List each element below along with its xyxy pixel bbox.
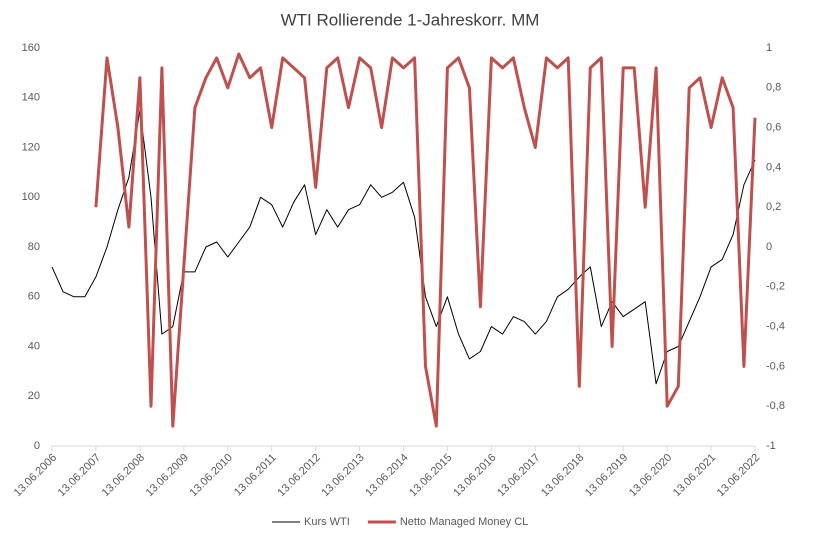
y2-tick-label: -0,6 [766, 360, 785, 372]
y-tick-label: 140 [22, 92, 40, 104]
y-tick-label: 40 [28, 340, 40, 352]
x-tick-label: 13.06.2021 [671, 452, 718, 499]
y-tick-label: 160 [22, 42, 40, 54]
y-tick-label: 120 [22, 141, 40, 153]
y-tick-label: 100 [22, 191, 40, 203]
y-tick-label: 60 [28, 291, 40, 303]
legend-label: Kurs WTI [304, 516, 350, 528]
y2-tick-label: 1 [766, 42, 772, 54]
y2-tick-label: 0,6 [766, 122, 781, 134]
x-tick-label: 13.06.2006 [12, 452, 59, 499]
y2-tick-label: 0,2 [766, 201, 781, 213]
x-tick-label: 13.06.2018 [539, 452, 586, 499]
x-tick-label: 13.06.2017 [495, 452, 542, 499]
x-tick-label: 13.06.2016 [451, 452, 498, 499]
x-tick-label: 13.06.2013 [319, 452, 366, 499]
x-tick-label: 13.06.2008 [100, 452, 147, 499]
series-line [94, 52, 757, 428]
legend-label: Netto Managed Money CL [400, 516, 528, 528]
chart-title: WTI Rollierende 1-Jahreskorr. MM [281, 10, 540, 29]
y2-tick-label: -0,8 [766, 400, 785, 412]
x-tick-label: 13.06.2019 [583, 452, 630, 499]
x-tick-label: 13.06.2022 [715, 452, 762, 499]
x-tick-label: 13.06.2009 [144, 452, 191, 499]
x-tick-label: 13.06.2007 [56, 452, 103, 499]
y2-tick-label: -0,2 [766, 281, 785, 293]
x-tick-label: 13.06.2020 [627, 452, 674, 499]
y-tick-label: 0 [34, 440, 40, 452]
y2-tick-label: -1 [766, 440, 776, 452]
x-tick-label: 13.06.2011 [232, 452, 279, 499]
x-tick-label: 13.06.2012 [275, 452, 322, 499]
x-tick-label: 13.06.2015 [407, 452, 454, 499]
y-tick-label: 20 [28, 390, 40, 402]
y-tick-label: 80 [28, 241, 40, 253]
x-tick-label: 13.06.2014 [363, 452, 410, 499]
y2-tick-label: 0 [766, 241, 772, 253]
x-tick-label: 13.06.2010 [188, 452, 235, 499]
y2-tick-label: -0,4 [766, 321, 785, 333]
y2-tick-label: 0,4 [766, 161, 781, 173]
y2-tick-label: 0,8 [766, 82, 781, 94]
